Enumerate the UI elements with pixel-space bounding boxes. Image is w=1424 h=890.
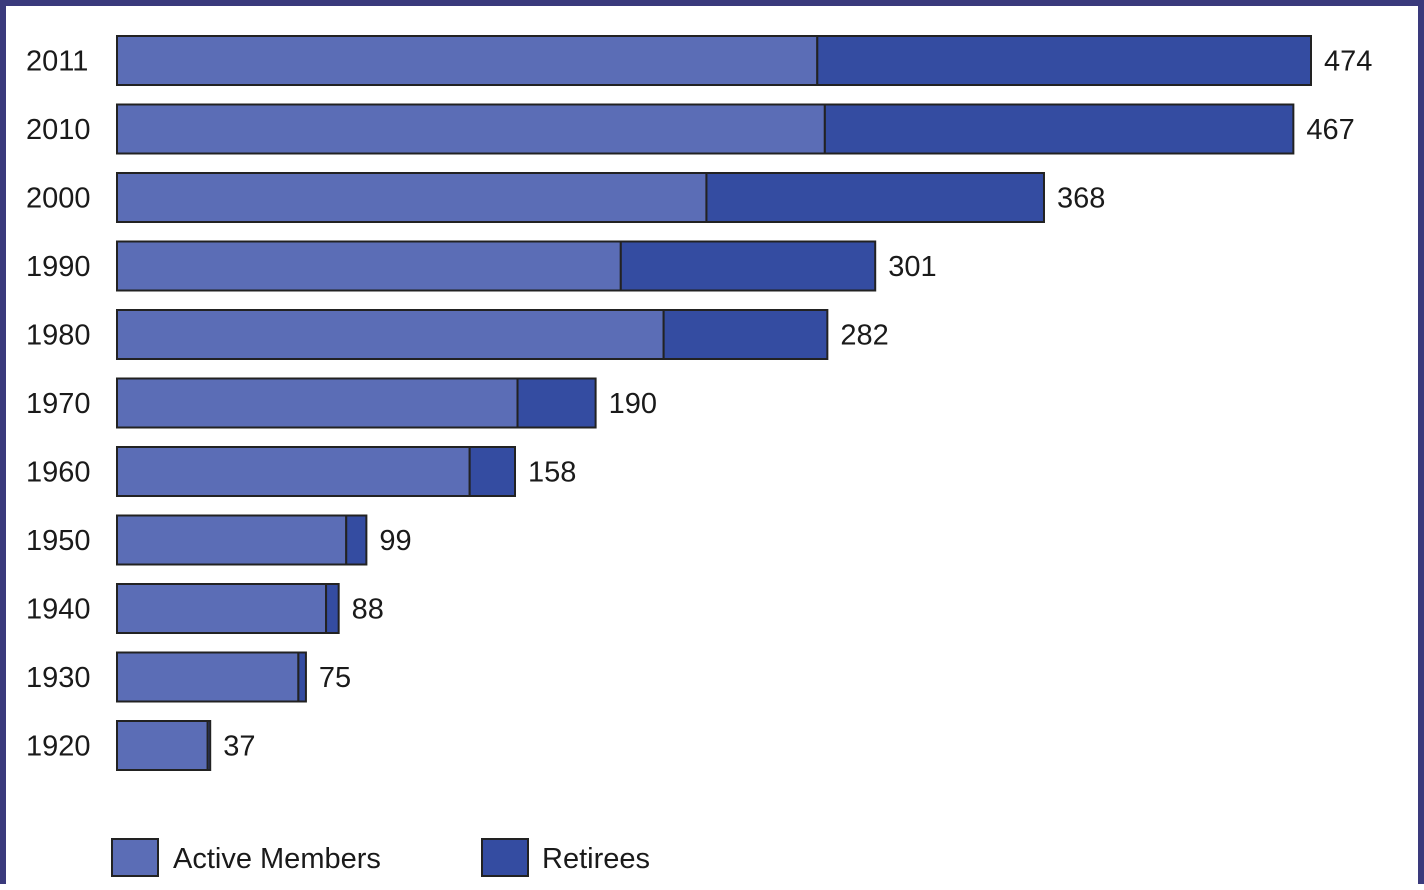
- bar-retirees-1920: [206, 720, 212, 771]
- bar-retirees-2000: [705, 172, 1045, 223]
- legend-label-active-members: Active Members: [173, 843, 381, 875]
- bar-active-members-2011: [116, 35, 819, 86]
- bar-active-members-1990: [116, 240, 622, 292]
- year-label-1970: 1970: [26, 388, 91, 420]
- bar-active-members-1930: [116, 651, 300, 703]
- bar-active-members-1920: [116, 720, 209, 771]
- total-label-1960: 158: [528, 457, 576, 489]
- bar-active-members-1970: [116, 377, 519, 429]
- bar-active-members-1950: [116, 514, 348, 566]
- total-label-2000: 368: [1057, 183, 1105, 215]
- bar-active-members-1960: [116, 446, 471, 497]
- year-label-2010: 2010: [26, 114, 91, 146]
- total-label-2011: 474: [1324, 46, 1372, 78]
- total-label-1970: 190: [609, 388, 657, 420]
- legend-label-retirees: Retirees: [542, 843, 650, 875]
- year-label-1920: 1920: [26, 731, 91, 763]
- year-label-1950: 1950: [26, 525, 91, 557]
- stacked-bar-chart: 2011 474 2010 467 2000 368 1990 301 1980 282 1970 1…: [26, 35, 1372, 877]
- total-label-1950: 99: [379, 525, 411, 557]
- bar-active-members-2000: [116, 172, 708, 223]
- total-label-1920: 37: [223, 731, 255, 763]
- legend-swatch-active-members: [111, 838, 159, 877]
- bar-active-members-1980: [116, 309, 665, 360]
- bar-retirees-2010: [823, 103, 1295, 155]
- bar-retirees-1930: [297, 651, 307, 703]
- legend-swatch-retirees: [481, 838, 529, 877]
- year-label-1980: 1980: [26, 320, 91, 352]
- bars-group: 2011 474 2010 467 2000 368 1990 301 1980 282 1970 1…: [26, 35, 1372, 771]
- year-label-1940: 1940: [26, 594, 91, 626]
- bar-active-members-2010: [116, 103, 826, 155]
- bar-retirees-1980: [662, 309, 829, 360]
- total-label-2010: 467: [1306, 114, 1354, 146]
- total-label-1930: 75: [319, 662, 351, 694]
- year-label-2000: 2000: [26, 183, 91, 215]
- total-label-1940: 88: [352, 594, 384, 626]
- bar-retirees-1950: [345, 514, 368, 566]
- total-label-1990: 301: [888, 251, 936, 283]
- year-label-2011: 2011: [26, 46, 88, 78]
- bar-retirees-1940: [325, 583, 340, 634]
- bar-retirees-1960: [468, 446, 517, 497]
- bar-retirees-1990: [619, 240, 877, 292]
- year-label-1930: 1930: [26, 662, 91, 694]
- total-label-1980: 282: [840, 320, 888, 352]
- bar-retirees-1970: [516, 377, 597, 429]
- bar-retirees-2011: [816, 35, 1313, 86]
- legend: Active Members Retirees: [111, 838, 650, 877]
- year-label-1990: 1990: [26, 251, 91, 283]
- bar-active-members-1940: [116, 583, 328, 634]
- year-label-1960: 1960: [26, 457, 91, 489]
